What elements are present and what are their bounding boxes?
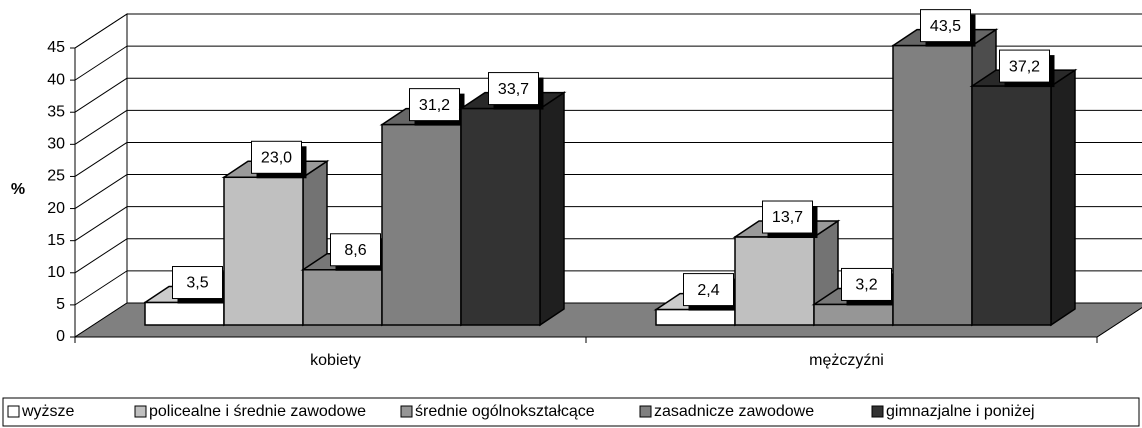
label-box: [762, 200, 813, 234]
label-box: [683, 273, 734, 307]
data-label: 8,6: [344, 242, 366, 259]
legend-label: wyższe: [21, 403, 75, 420]
x-tick-label: mężczyźni: [809, 352, 884, 369]
y-tick-label: 25: [47, 168, 65, 185]
y-tick-label: 30: [47, 136, 65, 153]
data-label: 43,5: [930, 18, 961, 35]
y-tick-label: 40: [47, 71, 65, 88]
bar: [655, 308, 736, 326]
y-tick-label: 35: [47, 103, 65, 120]
bar: [381, 123, 462, 326]
data-label: 23,0: [261, 150, 292, 167]
data-label: 31,2: [419, 97, 450, 114]
bar: [813, 303, 894, 326]
grid-line-side: [74, 45, 128, 81]
grid-line-side: [74, 206, 128, 242]
label-box: [251, 140, 302, 174]
grid-line-side: [74, 13, 128, 49]
y-tick-label: 15: [47, 232, 65, 249]
label-box: [172, 266, 223, 300]
legend-box: [2, 397, 1140, 427]
y-tick-label: 0: [56, 328, 65, 345]
y-tick-label: 20: [47, 200, 65, 217]
legend-swatch: [400, 405, 413, 418]
legend-label: gimnazjalne i poniżej: [886, 403, 1035, 420]
legend-swatch: [639, 405, 652, 418]
side-wall: [74, 13, 128, 338]
legend-label: policealne i średnie zawodowe: [149, 403, 366, 420]
bar: [144, 301, 225, 326]
label-box: [330, 233, 381, 267]
grid-line-side: [74, 174, 128, 209]
data-label: 37,2: [1009, 58, 1040, 75]
bar: [734, 236, 815, 326]
y-tick-label: 10: [47, 264, 65, 281]
data-label: 13,7: [772, 209, 803, 226]
legend-swatch: [134, 405, 147, 418]
data-label: 2,4: [697, 282, 719, 299]
label-box: [920, 9, 971, 43]
x-tick-label: kobiety: [310, 352, 361, 369]
grid-line-side: [74, 270, 128, 306]
data-label: 3,5: [186, 275, 208, 292]
data-label: 3,2: [855, 277, 877, 294]
legend-swatch: [7, 405, 20, 418]
y-axis-label: %: [11, 181, 25, 198]
y-tick-label: 5: [56, 296, 65, 313]
bar-side: [1050, 68, 1076, 327]
label-box: [999, 49, 1050, 83]
grid-line-side: [74, 109, 128, 145]
y-tick-label: 45: [47, 39, 65, 56]
legend-swatch: [871, 405, 884, 418]
label-box: [841, 267, 892, 301]
bar: [223, 176, 304, 326]
grid-line-side: [74, 77, 128, 113]
bar: [302, 269, 383, 326]
legend-label: zasadnicze zawodowe: [654, 403, 814, 420]
data-label: 33,7: [498, 81, 529, 98]
bar: [971, 85, 1052, 326]
bar: [892, 44, 973, 326]
bar: [460, 107, 541, 326]
grid-line-side: [74, 238, 128, 274]
legend-label: średnie ogólnokształcące: [415, 403, 595, 420]
grid-line-side: [74, 142, 128, 177]
label-box: [488, 72, 539, 106]
bar-side: [539, 91, 565, 327]
label-box: [409, 88, 460, 122]
